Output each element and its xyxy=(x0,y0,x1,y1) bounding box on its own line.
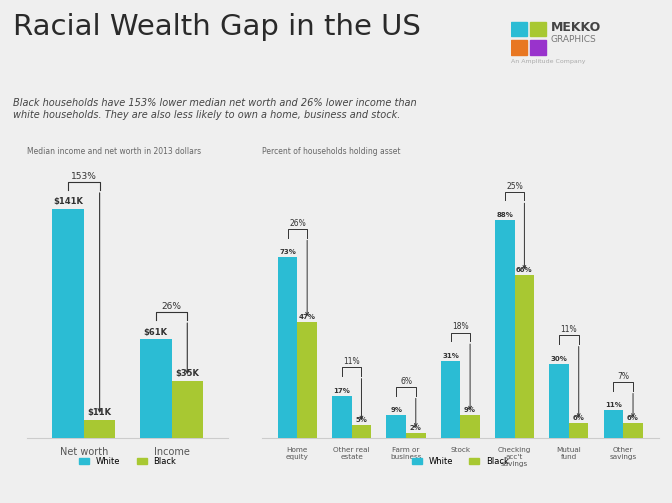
Text: MEKKO: MEKKO xyxy=(550,21,601,34)
Bar xyxy=(441,361,460,438)
Text: Black households have 153% lower median net worth and 26% lower income than
whit: Black households have 153% lower median … xyxy=(13,98,417,120)
Text: 30%: 30% xyxy=(551,356,568,362)
Text: An Amplitude Company: An Amplitude Company xyxy=(511,59,585,64)
Text: 6%: 6% xyxy=(400,377,412,386)
Bar xyxy=(386,415,406,438)
Text: 9%: 9% xyxy=(390,407,403,413)
Bar xyxy=(603,410,623,438)
Bar xyxy=(52,209,84,438)
Bar xyxy=(298,321,317,438)
Text: 88%: 88% xyxy=(497,212,513,218)
Text: $35K: $35K xyxy=(175,369,199,378)
Bar xyxy=(511,40,527,55)
Text: Racial Wealth Gap in the US: Racial Wealth Gap in the US xyxy=(13,13,421,41)
Text: 7%: 7% xyxy=(618,372,629,381)
Text: 6%: 6% xyxy=(573,415,585,421)
Bar xyxy=(530,40,546,55)
Legend: White, Black: White, Black xyxy=(409,454,512,469)
Text: 25%: 25% xyxy=(506,182,523,191)
Text: 26%: 26% xyxy=(161,302,181,311)
Text: 9%: 9% xyxy=(464,407,476,413)
Legend: White, Black: White, Black xyxy=(76,454,179,469)
Bar xyxy=(495,220,515,438)
Text: 11%: 11% xyxy=(560,325,577,334)
Text: 47%: 47% xyxy=(298,313,316,319)
Bar xyxy=(332,396,351,438)
Bar xyxy=(511,22,527,36)
Bar xyxy=(406,433,425,438)
Text: 11%: 11% xyxy=(605,402,622,408)
Text: Percent of households holding asset: Percent of households holding asset xyxy=(262,147,401,156)
Bar xyxy=(623,423,643,438)
Text: 73%: 73% xyxy=(279,249,296,256)
Bar xyxy=(84,420,116,438)
Bar xyxy=(550,364,569,438)
Text: $141K: $141K xyxy=(53,198,83,206)
Bar xyxy=(569,423,589,438)
Text: 18%: 18% xyxy=(452,322,468,331)
Text: 2%: 2% xyxy=(410,425,422,431)
Bar xyxy=(530,22,546,36)
Bar xyxy=(140,340,171,438)
Bar xyxy=(278,258,298,438)
Text: 31%: 31% xyxy=(442,353,459,359)
Text: 11%: 11% xyxy=(343,357,360,366)
Text: 66%: 66% xyxy=(516,267,533,273)
Text: $11K: $11K xyxy=(87,408,112,417)
Text: 5%: 5% xyxy=(355,417,368,424)
Text: $61K: $61K xyxy=(144,327,168,337)
Text: Median income and net worth in 2013 dollars: Median income and net worth in 2013 doll… xyxy=(27,147,201,156)
Bar xyxy=(515,275,534,438)
Bar xyxy=(351,425,371,438)
Text: GRAPHICS: GRAPHICS xyxy=(550,35,596,44)
Text: 6%: 6% xyxy=(627,415,639,421)
Text: 153%: 153% xyxy=(71,172,97,181)
Text: 26%: 26% xyxy=(289,219,306,228)
Text: 17%: 17% xyxy=(333,388,350,394)
Bar xyxy=(171,381,203,438)
Bar xyxy=(460,415,480,438)
